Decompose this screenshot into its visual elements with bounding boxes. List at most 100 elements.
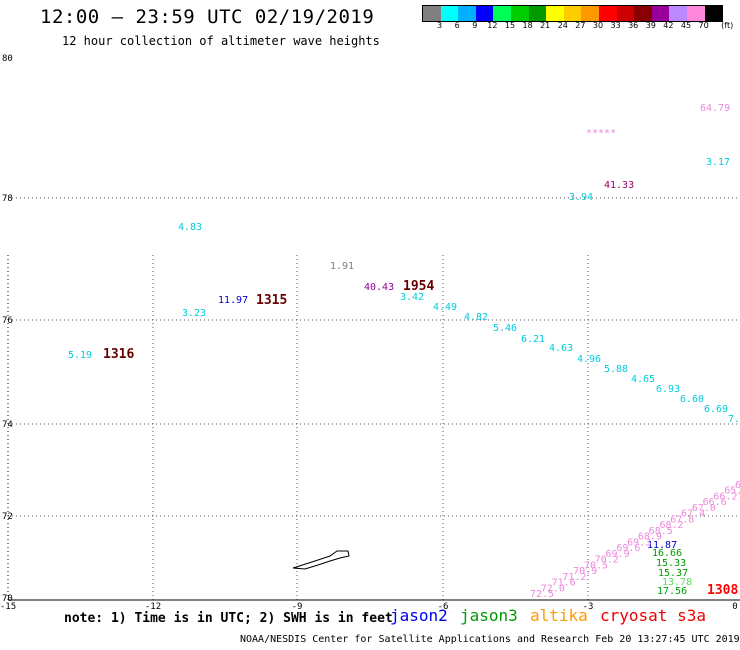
colorbar-tick-label: 12 [487,21,498,30]
colorbar-swatch [669,6,687,21]
wave-height-label: 6.69 [704,404,728,415]
pink-track-label: 71.2 [562,572,586,583]
lon-tick-label: -6 [438,602,449,612]
lat-tick-label: 76 [2,316,13,326]
wave-height-label: 11.87 [647,540,677,551]
satellite-legend-item: cryosat s3a [600,606,706,625]
colorbar-tick-label: 42 [663,21,674,30]
pink-track-label: 72.5 [530,589,554,600]
wave-height-label: 3.17 [706,157,730,168]
pink-track-label: 65.9 [724,486,740,497]
colorbar-tick-label: 24 [557,21,568,30]
colorbar-swatch [546,6,564,21]
pink-track-label: 71.6 [552,578,576,589]
lon-tick-label: 0 [732,602,737,612]
colorbar [422,5,724,22]
lat-tick-label: 72 [2,512,13,522]
colorbar-tick-label: 33 [610,21,621,30]
pink-track-label: 70.9 [573,566,597,577]
wave-height-label: 40.43 [364,282,394,293]
pink-track-label: 66.6 [703,497,727,508]
colorbar-swatch [616,6,635,21]
colorbar-tick-label: 21 [540,21,551,30]
lat-tick-label: 78 [2,194,13,204]
pass-time-label: 1316 [103,347,134,362]
lon-tick-label: -3 [583,602,594,612]
wave-height-label: 6.93 [656,384,680,395]
satellite-legend-item: jason2 [390,606,448,625]
colorbar-tick-label: (ft) [721,21,734,30]
satellite-legend-item: jason3 [460,606,518,625]
pass-time-label: 1308 [707,583,738,598]
colorbar-swatch [528,6,547,21]
wave-height-label: 3.94 [569,192,593,203]
wave-height-label: 16.66 [652,548,682,559]
satellite-legend-item: altika [530,606,588,625]
colorbar-swatch [651,6,670,21]
wave-height-label: 3.23 [182,308,206,319]
colorbar-tick-label: 70 [698,21,709,30]
colorbar-swatch [475,6,494,21]
pink-track-label: 66.2 [713,491,737,502]
credit-line: NOAA/NESDIS Center for Satellite Applica… [240,634,740,645]
lon-tick-label: -15 [0,602,16,612]
colorbar-tick-label: 3 [437,21,443,30]
wave-height-label: 11.97 [218,295,248,306]
wave-height-label: 13.78 [662,577,692,588]
lon-tick-label: -9 [292,602,303,612]
pink-track-label: 69.3 [627,537,651,548]
colorbar-swatch [598,6,617,21]
pink-track-label: 72.0 [541,583,565,594]
pink-track-label: 67.8 [670,514,694,525]
wave-height-label: 6.21 [521,334,545,345]
wave-height-label: 6.60 [680,394,704,405]
wave-height-label: 15.33 [656,558,686,569]
colorbar-swatch [686,6,705,21]
colorbar-swatch [563,6,582,21]
colorbar-swatch [440,6,459,21]
wave-height-label: 41.33 [604,180,634,191]
wave-height-label: 4.82 [464,312,488,323]
colorbar-tick-label: 18 [522,21,533,30]
colorbar-swatch [493,6,511,21]
wave-height-label: 4.65 [631,374,655,385]
colorbar-swatch [458,6,476,21]
wave-height-label: 5.19 [68,350,92,361]
wave-height-label: 4.63 [549,343,573,354]
colorbar-swatch [704,6,723,21]
wave-height-label: 64.79 [700,103,730,114]
lon-tick-label: -12 [145,602,161,612]
wave-height-label: 17.56 [657,586,687,597]
wave-height-label: 4.83 [178,222,202,233]
colorbar-tick-label: 39 [645,21,656,30]
pink-track-label: 68.5 [649,526,673,537]
pass-time-label: 1315 [256,293,287,308]
colorbar-swatch [423,6,441,21]
lat-tick-label: 80 [2,54,13,64]
wave-height-label: 1.91 [330,261,354,272]
pink-track-label: 70.5 [584,560,608,571]
wave-height-label: 4.49 [433,302,457,313]
page-subtitle: 12 hour collection of altimeter wave hei… [62,34,380,48]
wave-height-label: ***** [586,128,616,139]
wave-height-label: 3.42 [400,292,424,303]
page-title: 12:00 — 23:59 UTC 02/19/2019 [40,6,375,28]
lat-tick-label: 70 [2,594,13,604]
colorbar-swatch [634,6,652,21]
wave-height-label: 7.0 [728,414,740,425]
pink-track-label: 69.6 [616,543,640,554]
wave-height-label: 5.88 [604,364,628,375]
pink-track-label: 69.9 [606,549,630,560]
colorbar-swatch [581,6,599,21]
colorbar-tick-label: 6 [454,21,460,30]
colorbar-tick-label: 36 [628,21,639,30]
colorbar-tick-label: 9 [472,21,478,30]
island-outline [292,550,350,570]
colorbar-tick-label: 45 [680,21,692,30]
wave-height-label: 15.37 [658,568,688,579]
colorbar-ticks: 3 6 9 12 15 18 21 24 27 30 33 36 39 42 45 70 (ft) [422,21,740,33]
pink-track-label: 68.9 [638,532,662,543]
pink-track-label: 67.4 [681,509,705,520]
colorbar-tick-label: 15 [504,21,516,30]
